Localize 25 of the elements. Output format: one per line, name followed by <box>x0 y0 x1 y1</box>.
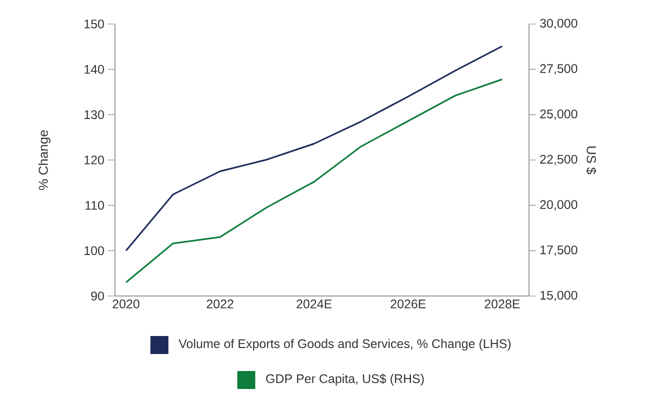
y-axis-title: % Change <box>38 130 50 190</box>
y2-tick-label: 25,000 <box>540 110 578 120</box>
legend-label: Volume of Exports of Goods and Services, % Change (LHS) <box>178 338 511 351</box>
x-tick-label: 2026E <box>390 300 426 308</box>
y2-axis-title: US $ <box>586 146 596 174</box>
line-series <box>125 78 504 284</box>
y2-tick-label: 30,000 <box>540 18 578 30</box>
y-tick-label: 110 <box>86 200 104 210</box>
y2-tick-label: 20,000 <box>540 200 578 210</box>
y-tick-label: 100 <box>84 246 104 256</box>
line-series <box>125 45 504 252</box>
y2-tick-label: 17,500 <box>540 246 578 256</box>
y2-tick-label: 15,000 <box>540 290 578 302</box>
y-tick-label: 90 <box>91 292 104 300</box>
y-tick-label: 140 <box>84 64 104 74</box>
y2-tick-label: 22,500 <box>540 154 578 166</box>
y-tick-label: 130 <box>84 110 104 120</box>
y-tick-label: 120 <box>84 156 104 164</box>
x-tick-label: 2028E <box>484 300 520 308</box>
x-tick-label: 2020 <box>112 300 140 308</box>
x-tick-label: 2024E <box>296 300 332 308</box>
y-tick-label: 150 <box>84 20 104 28</box>
x-tick-label: 2022 <box>206 300 234 308</box>
legend-label: GDP Per Capita, US$ (RHS) <box>266 374 424 386</box>
y2-tick-label: 27,500 <box>540 64 578 74</box>
